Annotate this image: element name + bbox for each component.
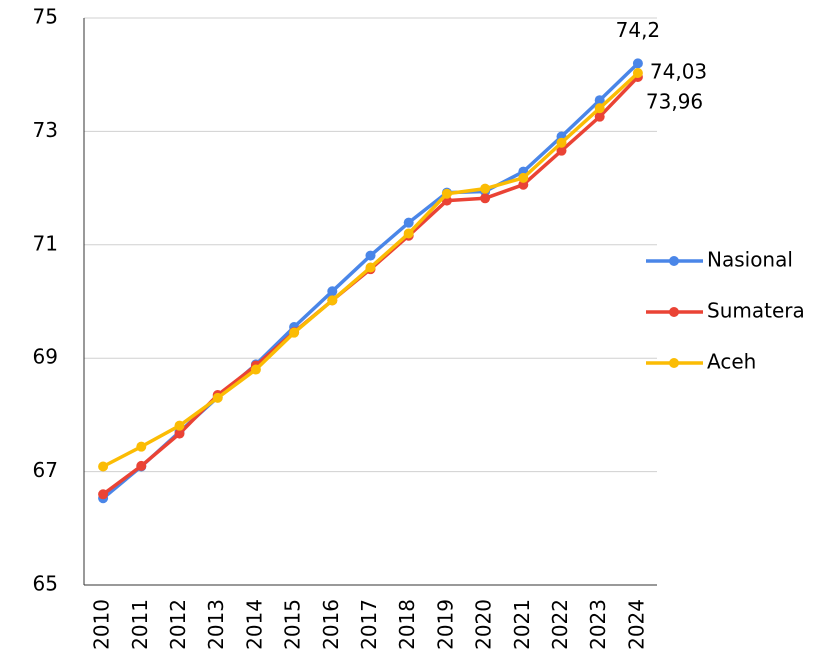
data-point xyxy=(174,420,185,431)
x-tick-label: 2017 xyxy=(357,599,381,650)
legend-label: Sumatera xyxy=(707,299,805,323)
legend-marker xyxy=(669,307,679,317)
data-label: 74,2 xyxy=(616,18,661,42)
legend-marker xyxy=(669,256,679,266)
y-tick-label: 69 xyxy=(33,345,58,369)
legend-label: Aceh xyxy=(707,350,756,374)
data-point xyxy=(556,137,567,148)
data-point xyxy=(594,103,605,114)
x-tick-label: 2015 xyxy=(281,599,305,650)
data-label: 73,96 xyxy=(646,89,703,113)
data-point xyxy=(480,193,491,204)
y-tick-label: 65 xyxy=(33,572,58,596)
x-tick-label: 2024 xyxy=(624,599,648,650)
data-point xyxy=(632,58,643,69)
x-tick-label: 2021 xyxy=(510,599,534,650)
y-tick-label: 75 xyxy=(33,5,58,29)
data-point xyxy=(518,172,529,183)
data-point xyxy=(136,441,147,452)
x-tick-label: 2011 xyxy=(128,599,152,650)
x-tick-label: 2013 xyxy=(204,599,228,650)
x-tick-label: 2019 xyxy=(433,599,457,650)
x-tick-label: 2023 xyxy=(586,599,610,650)
data-point xyxy=(98,461,109,472)
x-tick-label: 2012 xyxy=(166,599,190,650)
data-point xyxy=(365,262,376,273)
data-point xyxy=(174,428,185,439)
legend-label: Nasional xyxy=(707,248,793,272)
x-tick-label: 2014 xyxy=(242,599,266,650)
data-point xyxy=(441,188,452,199)
data-point xyxy=(403,217,414,228)
y-tick-label: 73 xyxy=(33,118,58,142)
data-point xyxy=(556,145,567,156)
x-tick-label: 2016 xyxy=(319,599,343,650)
data-label: 74,03 xyxy=(650,59,707,83)
legend-marker xyxy=(669,358,679,368)
data-point xyxy=(327,295,338,306)
data-point xyxy=(136,460,147,471)
data-point xyxy=(403,228,414,239)
x-tick-label: 2022 xyxy=(548,599,572,650)
x-tick-label: 2018 xyxy=(395,599,419,650)
data-point xyxy=(632,67,643,78)
y-tick-label: 67 xyxy=(33,458,58,482)
data-point xyxy=(365,250,376,261)
data-point xyxy=(594,95,605,106)
data-point xyxy=(289,327,300,338)
data-point xyxy=(327,286,338,297)
data-point xyxy=(212,392,223,403)
data-point xyxy=(480,183,491,194)
y-tick-label: 71 xyxy=(33,231,58,255)
data-point xyxy=(98,489,109,500)
data-point xyxy=(594,111,605,122)
x-tick-label: 2020 xyxy=(472,599,496,650)
x-tick-label: 2010 xyxy=(90,599,114,650)
data-point xyxy=(250,364,261,375)
